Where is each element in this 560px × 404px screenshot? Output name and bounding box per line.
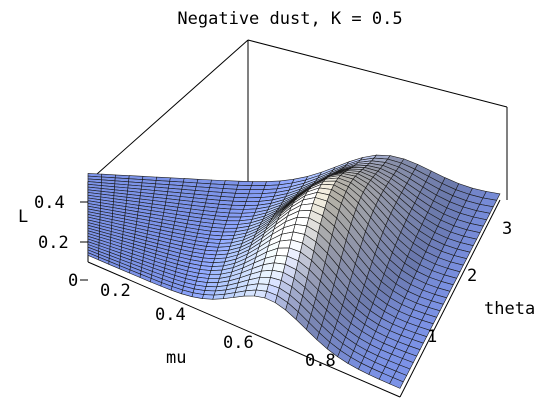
y-axis-label: theta (484, 299, 535, 319)
x-tick-label: 0.4 (155, 305, 186, 325)
y-tick-label: 1 (427, 327, 437, 347)
surface-cell (206, 278, 220, 283)
surface-cell (225, 220, 240, 225)
surface-cell (248, 189, 265, 195)
surface-mesh (87, 154, 501, 389)
surface-cell (227, 212, 243, 218)
x-axis-label: mu (166, 348, 186, 368)
plot-box-front (87, 107, 508, 398)
surface-cell (231, 200, 247, 206)
surface-cell (223, 224, 239, 229)
y-tick-label: 3 (502, 219, 512, 239)
chart-title: Negative dust, K = 0.5 (177, 9, 402, 29)
surface-cell (389, 377, 404, 389)
x-tick-label: 0.2 (100, 281, 131, 301)
surface-cell (228, 208, 244, 214)
surface-cell (245, 197, 262, 203)
z-tick-label: 0 (68, 271, 78, 291)
surface-cell (251, 181, 267, 187)
surface-cell (204, 286, 218, 292)
surface-cell (222, 227, 238, 233)
x-tick-label: 0.8 (305, 351, 336, 371)
z-axis-label: L (18, 207, 28, 227)
z-tick-label: 0.4 (34, 193, 65, 213)
x-tick-label: 0.6 (223, 333, 254, 353)
surface-cell (247, 193, 263, 199)
surface-cell (226, 216, 242, 222)
surface-cell (205, 282, 219, 288)
surface-cell (230, 204, 246, 210)
surface-cell (236, 184, 252, 191)
surface-cell (209, 269, 223, 275)
surface-cell (212, 293, 226, 300)
surface-cell (202, 294, 215, 300)
surface-cell (249, 185, 266, 190)
z-tick-label: 0.2 (38, 233, 69, 253)
surface-cell (208, 273, 222, 279)
y-tick-label: 2 (467, 266, 477, 286)
